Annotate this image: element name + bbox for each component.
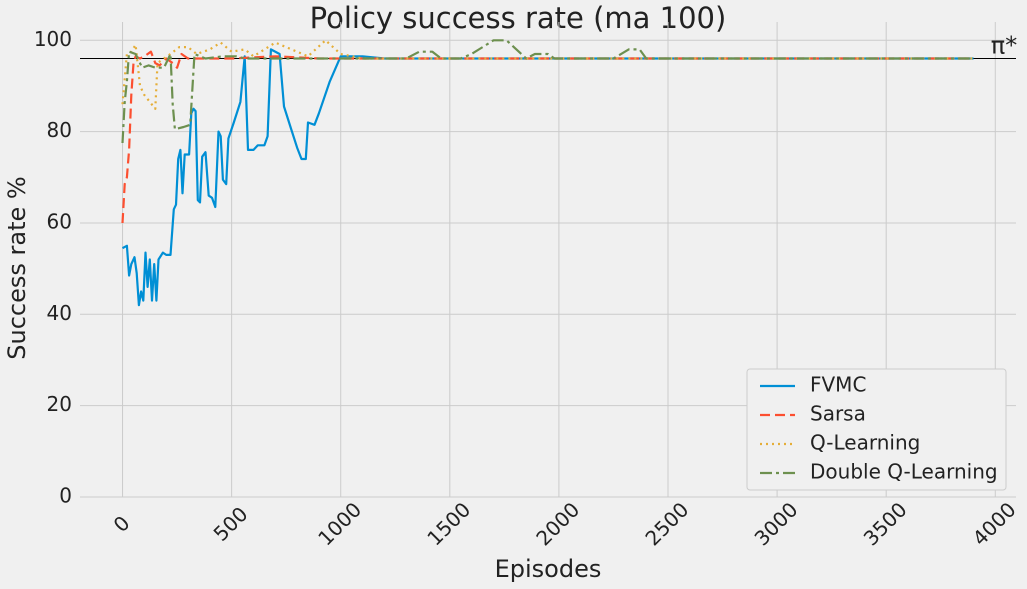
y-tick-label: 60: [47, 209, 72, 233]
y-axis-label: Success rate %: [3, 176, 31, 359]
legend-label: Q-Learning: [810, 431, 920, 455]
y-tick-label: 100: [34, 27, 72, 51]
y-tick-label: 40: [47, 301, 72, 325]
chart-title: Policy success rate (ma 100): [310, 1, 727, 35]
legend-label: Sarsa: [810, 402, 866, 426]
series-line: [121, 48, 974, 307]
reference-label: π*: [991, 32, 1017, 60]
series-line: [121, 39, 974, 144]
legend-label: FVMC: [810, 373, 866, 397]
x-axis-label: Episodes: [495, 555, 602, 583]
y-tick-label: 80: [47, 118, 72, 142]
legend-box: [746, 368, 1007, 491]
y-tick-label: 20: [47, 392, 72, 416]
y-tick-label: 0: [59, 484, 72, 508]
series-line: [121, 50, 974, 224]
legend-label: Double Q-Learning: [810, 460, 998, 484]
